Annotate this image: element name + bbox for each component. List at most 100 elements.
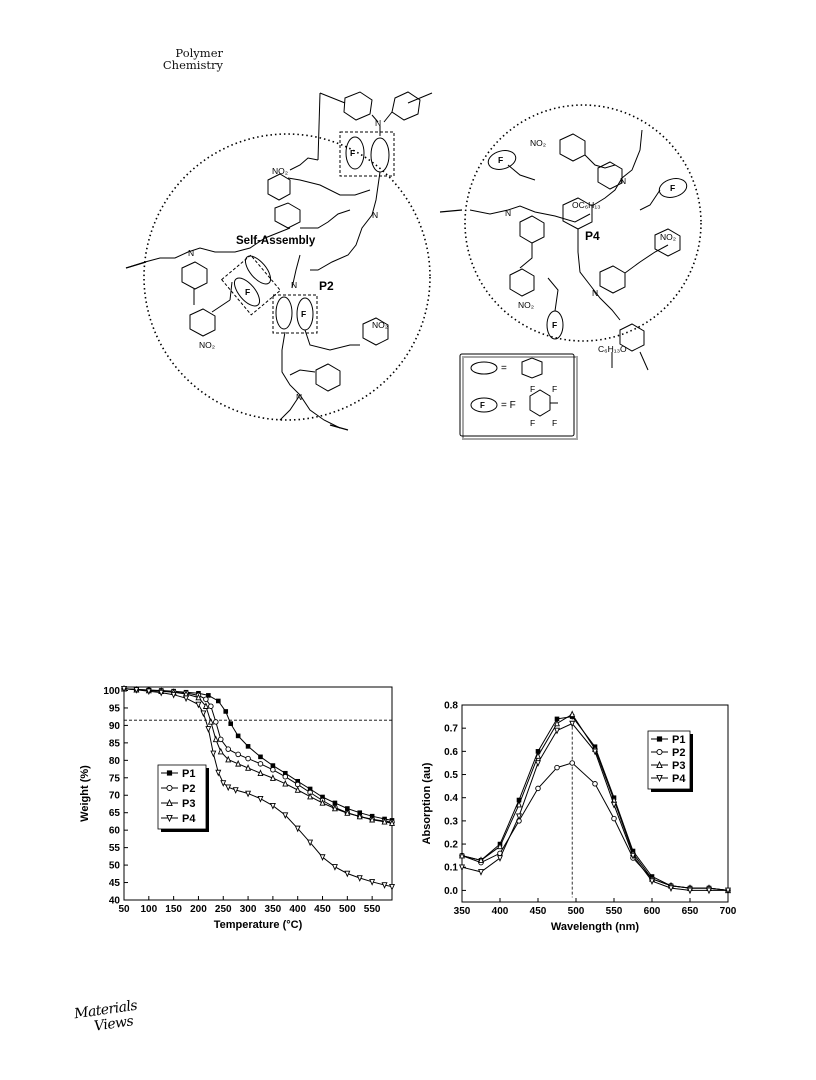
- x-tick-label: 250: [215, 904, 232, 915]
- legend: P1 P2 P3 P4: [157, 764, 209, 832]
- data-point: [535, 760, 541, 767]
- data-point: [217, 747, 224, 755]
- data-point: [282, 812, 289, 820]
- fluoro-ring-label: F: [552, 320, 557, 330]
- data-point: [270, 763, 276, 768]
- data-point: [121, 685, 127, 693]
- pentafluoro-f: F: [530, 384, 535, 394]
- data-point: [200, 710, 207, 718]
- data-point: [245, 744, 251, 749]
- data-point: [478, 856, 484, 864]
- x-tick-label: 500: [339, 904, 356, 915]
- data-point: [223, 709, 229, 714]
- y-tick-label: 80: [109, 756, 121, 767]
- data-point: [381, 882, 388, 889]
- legend-label: P4: [672, 773, 686, 785]
- legend-marker: [166, 784, 173, 792]
- data-point: [389, 883, 395, 891]
- x-axis-title: Wavelength (nm): [551, 921, 640, 933]
- nitro-label: NO₂: [199, 340, 215, 350]
- data-point: [320, 794, 325, 800]
- y-tick-label: 70: [109, 791, 121, 802]
- legend-box: [647, 730, 691, 790]
- alkoxy-label: OC₆H₁₃: [572, 200, 601, 210]
- nitro-label: NO₂: [372, 320, 388, 330]
- structure-legend-box: [459, 353, 575, 437]
- data-point: [516, 800, 522, 808]
- y-tick-label: 65: [109, 808, 121, 819]
- data-point: [687, 887, 693, 895]
- data-point: [535, 749, 541, 754]
- x-tick-label: 700: [720, 906, 737, 917]
- amine-n-label: N: [372, 210, 378, 220]
- x-tick-label: 550: [364, 904, 381, 915]
- plot-frame: [123, 686, 393, 901]
- y-tick-label: 85: [109, 738, 121, 749]
- data-point: [516, 813, 522, 821]
- data-point: [245, 790, 252, 798]
- y-tick-label: 0.4: [444, 793, 458, 804]
- amine-n-label: N: [375, 118, 381, 128]
- polymer-p2-label: P2: [319, 279, 334, 293]
- data-point: [569, 710, 576, 718]
- data-point: [258, 754, 263, 760]
- data-point: [497, 842, 503, 850]
- data-point: [554, 764, 560, 771]
- data-point: [369, 815, 376, 823]
- legend-marker: [656, 748, 663, 756]
- y-tick-label: 95: [109, 703, 121, 714]
- data-point: [215, 769, 222, 777]
- polymer-self-assembly-scheme: Self-Assembly P2 P4 NO₂ NO₂ NO₂ NO₂ NO₂ …: [125, 91, 702, 440]
- y-tick-label: 0.0: [444, 886, 458, 897]
- data-point: [307, 839, 314, 847]
- data-point: [356, 875, 363, 882]
- data-point: [535, 785, 541, 792]
- fluoro-ring-label: F: [670, 183, 675, 193]
- legend-marker: [656, 736, 663, 742]
- data-point: [269, 802, 276, 810]
- data-point: [257, 795, 264, 803]
- data-point: [381, 817, 388, 825]
- p4-assembly-circle: [464, 104, 702, 342]
- fluoro-ring-label: F: [245, 287, 250, 297]
- y-tick-label: 45: [109, 878, 121, 889]
- pentafluoro-f: F: [530, 418, 535, 428]
- data-point: [158, 689, 165, 697]
- y-tick-label: 0.1: [444, 863, 458, 874]
- series-p4: [121, 685, 395, 891]
- data-point: [459, 851, 465, 859]
- data-point: [516, 797, 522, 803]
- fluoro-ring-label: F: [350, 148, 355, 158]
- pentafluoro-f: F: [552, 418, 557, 428]
- y-tick-label: 40: [109, 896, 121, 907]
- data-point: [245, 755, 251, 762]
- data-point: [725, 887, 731, 895]
- journal-name-line1: Polymer: [175, 46, 223, 60]
- amine-n-label: N: [188, 248, 194, 258]
- journal-name-line2: Chemistry: [162, 58, 223, 72]
- data-point: [225, 746, 231, 752]
- data-point: [592, 748, 598, 756]
- legend-label: P1: [182, 768, 195, 780]
- data-point: [133, 687, 140, 694]
- legend-marker: [166, 770, 173, 776]
- pentafluoro-f: F: [552, 384, 557, 394]
- y-axis-title: Absorption (au): [421, 762, 433, 844]
- data-point: [282, 773, 289, 780]
- data-point: [203, 696, 209, 702]
- data-point: [225, 755, 232, 763]
- data-point: [208, 703, 214, 709]
- data-point: [611, 801, 617, 809]
- x-tick-label: 50: [118, 904, 130, 915]
- data-point: [331, 804, 338, 812]
- legend-label: P2: [672, 747, 685, 759]
- legend-label: P3: [182, 798, 195, 810]
- data-point: [592, 781, 598, 787]
- data-point: [569, 720, 576, 728]
- plot-frame: [461, 704, 729, 903]
- amine-n-label: N: [592, 288, 598, 298]
- data-point: [195, 701, 202, 709]
- amine-n-label: N: [296, 392, 302, 402]
- data-point: [294, 825, 301, 833]
- data-point: [332, 800, 338, 806]
